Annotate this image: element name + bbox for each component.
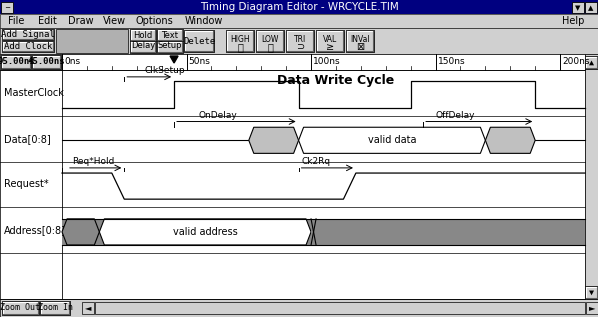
Text: Add Clock: Add Clock: [4, 42, 52, 51]
Text: ⊃: ⊃: [296, 42, 304, 52]
Text: Ck2Rq: Ck2Rq: [301, 157, 330, 166]
Bar: [1, 2, 13, 13]
Text: Draw: Draw: [68, 16, 94, 26]
Bar: [585, 56, 598, 69]
Bar: [82, 302, 94, 314]
Bar: [311, 219, 585, 245]
Text: VAL: VAL: [323, 35, 337, 43]
Bar: [0, 54, 62, 70]
Text: ▼: ▼: [589, 288, 594, 297]
Text: View: View: [103, 16, 126, 26]
Text: ◄: ◄: [85, 303, 91, 313]
Text: File: File: [8, 16, 25, 26]
Polygon shape: [99, 219, 311, 245]
Text: Help: Help: [562, 16, 584, 26]
Polygon shape: [486, 127, 535, 153]
Text: OnDelay: OnDelay: [199, 111, 238, 120]
Text: Options: Options: [135, 16, 173, 26]
Bar: [586, 302, 598, 314]
Text: Setup: Setup: [158, 42, 182, 50]
Bar: [62, 70, 585, 299]
Text: ▲: ▲: [589, 58, 594, 67]
Bar: [62, 219, 585, 245]
Text: ▲: ▲: [588, 5, 594, 11]
Text: Zoom In: Zoom In: [38, 303, 72, 313]
Polygon shape: [298, 127, 486, 153]
Bar: [0, 0, 598, 14]
Text: Text: Text: [161, 30, 178, 40]
Bar: [157, 29, 183, 41]
Text: 50ns: 50ns: [188, 57, 210, 67]
Bar: [0, 14, 598, 28]
Text: MasterClock: MasterClock: [4, 88, 64, 98]
Bar: [256, 30, 284, 52]
Text: Add Signal: Add Signal: [1, 30, 55, 39]
Bar: [0, 299, 598, 317]
Polygon shape: [170, 56, 178, 63]
Text: Timing Diagram Editor - WRCYCLE.TIM: Timing Diagram Editor - WRCYCLE.TIM: [200, 2, 398, 12]
Text: ⊠: ⊠: [356, 42, 364, 52]
Text: INVal: INVal: [350, 35, 370, 43]
Bar: [0, 70, 62, 299]
Bar: [130, 41, 156, 53]
Bar: [95, 302, 585, 314]
Polygon shape: [62, 219, 99, 245]
Text: valid data: valid data: [368, 135, 416, 145]
Bar: [62, 54, 585, 70]
Text: ⌒: ⌒: [237, 42, 243, 52]
Text: ClkSetup: ClkSetup: [144, 66, 185, 75]
Bar: [0, 28, 598, 54]
Bar: [32, 55, 61, 69]
Text: 45.00ns: 45.00ns: [27, 57, 65, 67]
Text: Window: Window: [185, 16, 224, 26]
Text: Edit: Edit: [38, 16, 57, 26]
Bar: [130, 29, 156, 41]
Text: 150ns: 150ns: [438, 57, 465, 67]
Text: Data[0:8]: Data[0:8]: [4, 134, 51, 144]
Text: HIGH: HIGH: [230, 35, 250, 43]
Bar: [184, 30, 214, 52]
Bar: [2, 29, 54, 40]
Text: ⌣: ⌣: [267, 42, 273, 52]
Text: Hold: Hold: [133, 30, 152, 40]
Text: LOW: LOW: [261, 35, 279, 43]
Text: 200ns: 200ns: [562, 57, 590, 67]
Text: ▼: ▼: [575, 5, 581, 11]
Bar: [226, 30, 254, 52]
Bar: [346, 30, 374, 52]
Bar: [585, 54, 598, 299]
Text: ≥: ≥: [326, 42, 334, 52]
Text: Delay: Delay: [131, 42, 155, 50]
Text: ►: ►: [589, 303, 595, 313]
Text: 100ns: 100ns: [313, 57, 341, 67]
Bar: [1, 55, 31, 69]
Text: Delete: Delete: [183, 36, 215, 46]
Text: valid address: valid address: [173, 227, 237, 237]
Bar: [40, 301, 70, 315]
Text: 0ns: 0ns: [64, 57, 80, 67]
Text: Zoom Out: Zoom Out: [1, 303, 41, 313]
Bar: [56, 29, 128, 53]
Bar: [316, 30, 344, 52]
Bar: [286, 30, 314, 52]
Bar: [2, 41, 54, 52]
Bar: [585, 2, 597, 13]
Text: ─: ─: [5, 5, 9, 11]
Text: 95.00ns: 95.00ns: [0, 57, 35, 67]
Bar: [572, 2, 584, 13]
Bar: [157, 41, 183, 53]
Text: Data Write Cycle: Data Write Cycle: [277, 74, 395, 87]
Text: Req*Hold: Req*Hold: [72, 157, 114, 166]
Text: TRI: TRI: [294, 35, 306, 43]
Bar: [585, 286, 598, 299]
Text: OffDelay: OffDelay: [435, 111, 475, 120]
Text: Address[0:8]: Address[0:8]: [4, 225, 66, 235]
Text: Request*: Request*: [4, 179, 48, 190]
Polygon shape: [249, 127, 298, 153]
Bar: [2, 301, 39, 315]
